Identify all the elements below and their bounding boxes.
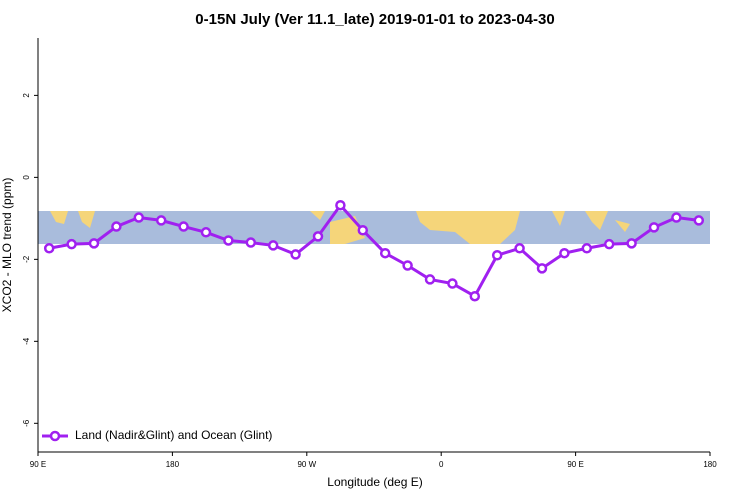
data-point <box>424 274 436 285</box>
data-point <box>88 238 100 249</box>
data-point <box>245 237 257 248</box>
data-point <box>312 231 324 242</box>
legend-label: Land (Nadir&Glint) and Ocean (Glint) <box>75 428 272 442</box>
data-point <box>536 263 548 274</box>
data-point <box>155 215 167 226</box>
data-point <box>178 221 189 232</box>
data-point <box>43 243 55 254</box>
y-tick-label: 0 <box>22 175 31 180</box>
data-point <box>267 240 279 251</box>
data-point <box>626 238 637 249</box>
data-point <box>447 278 458 289</box>
map-band <box>38 211 710 244</box>
data-point <box>290 249 301 260</box>
y-tick-label: -4 <box>22 337 31 345</box>
y-tick-label: 2 <box>22 93 31 98</box>
data-point <box>200 227 212 238</box>
data-point <box>357 224 369 236</box>
legend-marker <box>49 430 61 442</box>
x-tick-label: 90 W <box>297 460 316 469</box>
data-point <box>133 212 145 223</box>
data-point <box>514 243 525 254</box>
data-point <box>335 199 346 211</box>
data-point <box>223 235 234 246</box>
y-tick-label: -6 <box>22 419 31 427</box>
data-point <box>66 238 77 250</box>
data-point <box>491 249 503 261</box>
x-tick-label: 90 E <box>567 460 583 469</box>
x-tick-label: 90 E <box>30 460 46 469</box>
y-axis-label: XCO2 - MLO trend (ppm) <box>0 178 14 313</box>
y-tick-label: -2 <box>22 255 31 263</box>
data-point <box>379 247 391 259</box>
data-point <box>469 290 481 302</box>
x-tick-label: 0 <box>439 460 444 469</box>
data-point <box>111 221 122 232</box>
x-tick-label: 180 <box>703 460 717 469</box>
x-axis-label: Longitude (deg E) <box>327 475 422 489</box>
data-point <box>671 212 682 223</box>
x-tick-label: 180 <box>166 460 180 469</box>
data-point <box>581 243 593 254</box>
data-point <box>648 222 660 233</box>
data-point <box>402 260 413 271</box>
data-point <box>603 238 615 250</box>
data-point <box>693 215 705 226</box>
chart-title: 0-15N July (Ver 11.1_late) 2019-01-01 to… <box>195 11 554 28</box>
data-point <box>559 247 570 259</box>
